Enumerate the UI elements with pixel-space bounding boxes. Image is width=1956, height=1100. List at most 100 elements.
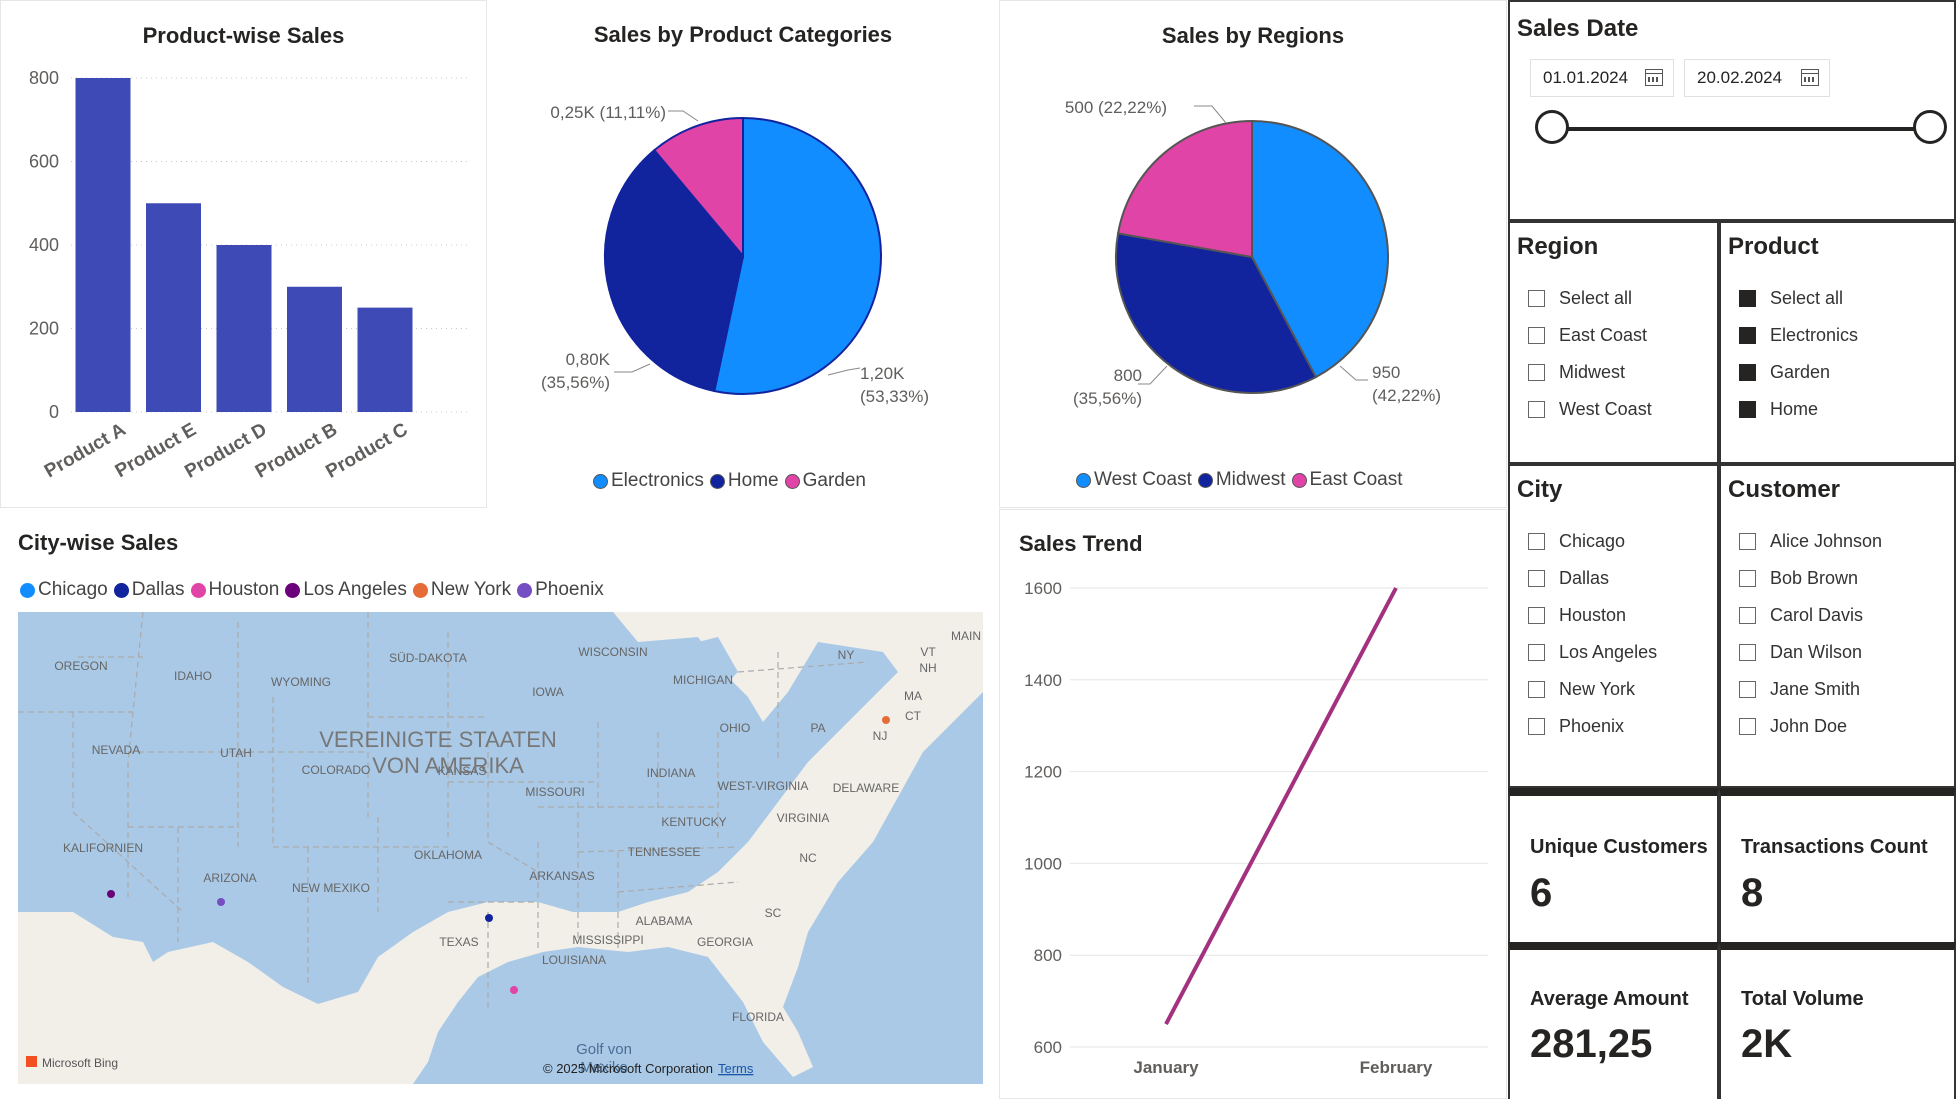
- region-slicer: Region Select all East Coast Midwest West C…: [1508, 221, 1719, 464]
- legend-item[interactable]: Phoenix: [517, 579, 604, 601]
- calendar-icon[interactable]: [1801, 69, 1819, 86]
- slicer-item[interactable]: John Doe: [1739, 708, 1882, 745]
- slicer-item[interactable]: Midwest: [1528, 354, 1652, 391]
- slicer-item[interactable]: Chicago: [1528, 523, 1657, 560]
- legend-item[interactable]: East Coast: [1291, 469, 1402, 491]
- slicer-item[interactable]: Dan Wilson: [1739, 634, 1882, 671]
- state-label: MAIN: [951, 629, 981, 643]
- legend-item[interactable]: West Coast: [1076, 469, 1192, 491]
- checkbox[interactable]: [1739, 644, 1756, 661]
- product-sales-title: Product-wise Sales: [142, 23, 345, 48]
- checkbox[interactable]: [1528, 570, 1545, 587]
- slicer-item[interactable]: Electronics: [1739, 317, 1858, 354]
- checkbox[interactable]: [1528, 401, 1545, 418]
- slicer-item[interactable]: Carol Davis: [1739, 597, 1882, 634]
- checkbox[interactable]: [1739, 681, 1756, 698]
- slicer-item[interactable]: Dallas: [1528, 560, 1657, 597]
- slicer-item[interactable]: Alice Johnson: [1739, 523, 1882, 560]
- legend-item[interactable]: Home: [709, 470, 779, 492]
- city-sales-visual[interactable]: City-wise Sales Chicago Dallas Houston Los …: [0, 509, 998, 1099]
- legend-item[interactable]: Houston: [190, 579, 279, 601]
- lake-huron: [658, 637, 738, 707]
- checkbox[interactable]: [1739, 290, 1756, 307]
- us-map[interactable]: OREGON IDAHO WYOMING SÜD-DAKOTA WISCONSIN MIC…: [18, 612, 983, 1084]
- legend-item[interactable]: Chicago: [20, 579, 108, 601]
- checkbox[interactable]: [1528, 607, 1545, 624]
- state-label: OKLAHOMA: [414, 848, 482, 862]
- checkbox[interactable]: [1528, 681, 1545, 698]
- checkbox[interactable]: [1739, 327, 1756, 344]
- legend-dot: [517, 582, 533, 598]
- legend-item[interactable]: Dallas: [113, 579, 185, 601]
- legend-label: Los Angeles: [303, 579, 407, 600]
- checkbox[interactable]: [1528, 327, 1545, 344]
- checkbox[interactable]: [1528, 718, 1545, 735]
- slicer-item[interactable]: West Coast: [1528, 391, 1652, 428]
- slicer-item[interactable]: Garden: [1739, 354, 1858, 391]
- slicer-item[interactable]: Phoenix: [1528, 708, 1657, 745]
- state-label: TEXAS: [439, 935, 478, 949]
- state-label: IOWA: [532, 685, 564, 699]
- region-slicer-list: Select all East Coast Midwest West Coast: [1528, 280, 1652, 428]
- date-range-track[interactable]: [1552, 127, 1930, 131]
- product-sales-visual[interactable]: Product-wise Sales 0 200 400 600 800 Product …: [0, 0, 487, 508]
- y-tick-label: 1600: [1024, 579, 1062, 598]
- legend-label: West Coast: [1094, 469, 1192, 490]
- data-label: 0,25K (11,11%): [550, 103, 666, 122]
- date-slider-start-handle[interactable]: [1535, 110, 1569, 144]
- state-label: SÜD-DAKOTA: [389, 651, 467, 665]
- state-label: NEVADA: [92, 743, 140, 757]
- slicer-item[interactable]: New York: [1528, 671, 1657, 708]
- state-label: WISCONSIN: [578, 645, 647, 659]
- slicer-item[interactable]: Jane Smith: [1739, 671, 1882, 708]
- slicer-item[interactable]: Bob Brown: [1739, 560, 1882, 597]
- average-amount-card: Average Amount 281,25: [1508, 942, 1719, 1099]
- category-pie-chart: 1,20K (53,33%) 0,80K (35,56%) 0,25K (11,11%): [541, 103, 929, 406]
- start-date-input[interactable]: 01.01.2024: [1530, 59, 1674, 97]
- legend-item[interactable]: Electronics: [593, 470, 704, 492]
- checkbox[interactable]: [1739, 570, 1756, 587]
- checkbox[interactable]: [1739, 718, 1756, 735]
- state-label: INDIANA: [647, 766, 696, 780]
- slicer-item[interactable]: Select all: [1528, 280, 1652, 317]
- checkbox[interactable]: [1739, 533, 1756, 550]
- slicer-item[interactable]: Home: [1739, 391, 1858, 428]
- checkbox[interactable]: [1739, 401, 1756, 418]
- slicer-item[interactable]: Houston: [1528, 597, 1657, 634]
- category-sales-visual[interactable]: Sales by Product Categories 1,20K (53,33%…: [488, 0, 998, 508]
- checkbox[interactable]: [1528, 644, 1545, 661]
- legend-item[interactable]: Los Angeles: [285, 579, 407, 601]
- sales-trend-visual[interactable]: Sales Trend 600 800 1000 1200 1400 1600 Januar…: [999, 509, 1507, 1099]
- data-label-value: 1,20K: [860, 364, 905, 383]
- map-terms-link[interactable]: Terms: [718, 1061, 754, 1076]
- legend-item[interactable]: New York: [412, 579, 511, 601]
- date-slider-end-handle[interactable]: [1913, 110, 1947, 144]
- legend-item[interactable]: Midwest: [1197, 469, 1286, 491]
- legend-item[interactable]: Garden: [784, 470, 866, 492]
- slicer-item[interactable]: Los Angeles: [1528, 634, 1657, 671]
- checkbox[interactable]: [1528, 533, 1545, 550]
- pie-slice-midwest: [1115, 232, 1318, 394]
- pie-slice-garden: [652, 116, 744, 259]
- checkbox[interactable]: [1739, 364, 1756, 381]
- lake-erie: [658, 717, 718, 737]
- region-sales-visual[interactable]: Sales by Regions 950 (42,22%) 800 (35,56%) 5…: [999, 0, 1507, 508]
- legend-dot: [593, 473, 608, 489]
- slicer-item[interactable]: East Coast: [1528, 317, 1652, 354]
- state-label: GEORGIA: [697, 935, 753, 949]
- state-label: DELAWARE: [833, 781, 899, 795]
- calendar-icon[interactable]: [1645, 69, 1663, 86]
- lake-michigan: [588, 627, 618, 752]
- state-border: [487, 742, 539, 873]
- product-slicer-list: Select all Electronics Garden Home: [1739, 280, 1858, 428]
- city-marker: [217, 898, 225, 906]
- slicer-item[interactable]: Select all: [1739, 280, 1858, 317]
- state-label: VIRGINIA: [777, 811, 830, 825]
- end-date-input[interactable]: 20.02.2024: [1684, 59, 1830, 97]
- checkbox[interactable]: [1739, 607, 1756, 624]
- y-tick-label: 600: [29, 152, 59, 172]
- checkbox[interactable]: [1528, 364, 1545, 381]
- city-marker: [882, 716, 890, 724]
- checkbox[interactable]: [1528, 290, 1545, 307]
